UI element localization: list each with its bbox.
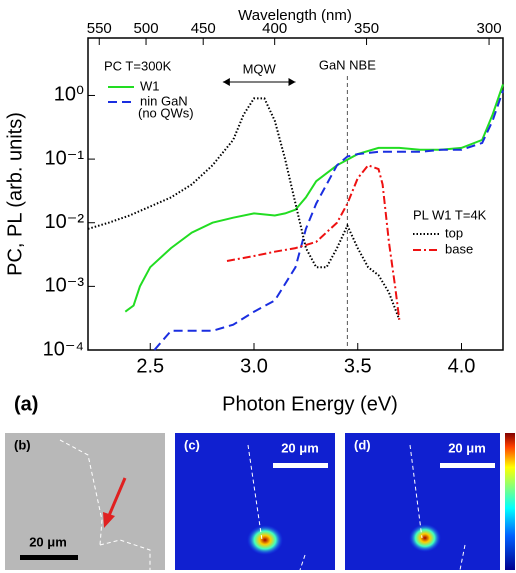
x-tick-label: 3.0 xyxy=(240,355,268,377)
x2-tick-label: 300 xyxy=(477,20,502,37)
legend-label: base xyxy=(445,241,473,256)
hot-spot xyxy=(409,524,441,552)
edge-line xyxy=(247,444,263,541)
arrowhead xyxy=(222,78,230,86)
y-tick-label: 10⁻³ xyxy=(45,275,85,297)
legend-label: W1 xyxy=(140,78,160,93)
annotation: (no QWs) xyxy=(138,105,194,120)
x2-axis-title: Wavelength (nm) xyxy=(238,7,352,24)
y-tick-label: 10⁰ xyxy=(54,84,84,106)
annotation: MQW xyxy=(243,61,277,76)
panel-label: (d) xyxy=(354,437,371,452)
x-tick-label: 4.0 xyxy=(448,355,476,377)
x2-tick-label: 450 xyxy=(191,20,216,37)
arrowhead xyxy=(288,78,296,86)
x2-tick-label: 500 xyxy=(134,20,159,37)
scale-bar xyxy=(273,463,328,468)
colorbar xyxy=(505,433,515,570)
y-axis-title: PC, PL (arb. units) xyxy=(4,112,26,276)
edge-line xyxy=(409,444,423,539)
x2-tick-label: 350 xyxy=(354,20,379,37)
x-tick-label: 2.5 xyxy=(136,355,164,377)
plot-frame xyxy=(87,37,504,351)
annotation: GaN NBE xyxy=(319,57,376,72)
hot-spot xyxy=(247,525,283,555)
edge-line xyxy=(99,539,151,570)
scale-label: 20 μm xyxy=(29,534,67,549)
scale-bar xyxy=(20,555,78,560)
edge-line xyxy=(299,554,306,571)
y-tick-label: 10⁻⁴ xyxy=(43,338,84,360)
x2-tick-label: 400 xyxy=(262,20,287,37)
micrograph xyxy=(5,433,165,570)
legend-label: nin GaN xyxy=(140,93,188,108)
x-tick-label: 3.5 xyxy=(344,355,372,377)
panel-label: (b) xyxy=(14,437,31,452)
y-tick-label: 10⁻² xyxy=(45,211,85,233)
edge-line xyxy=(459,544,466,571)
arrowhead xyxy=(103,512,115,528)
x2-tick-label: 550 xyxy=(87,20,112,37)
panel-label: (a) xyxy=(14,393,38,415)
annotation: PL W1 T=4K xyxy=(413,207,487,222)
edge-line xyxy=(59,439,103,546)
legend-label: top xyxy=(445,225,463,240)
annotation: PC T=300K xyxy=(104,58,172,73)
arrow xyxy=(106,477,127,519)
series-line xyxy=(226,164,401,320)
series-line xyxy=(153,90,504,351)
panel-label: (c) xyxy=(184,437,200,452)
y-tick-label: 10⁻¹ xyxy=(45,147,85,169)
scale-label: 20 μm xyxy=(281,440,319,455)
series-line xyxy=(87,97,401,320)
scale-label: 20 μm xyxy=(448,440,486,455)
x-axis-title: Photon Energy (eV) xyxy=(222,393,398,415)
scale-bar xyxy=(440,463,495,468)
